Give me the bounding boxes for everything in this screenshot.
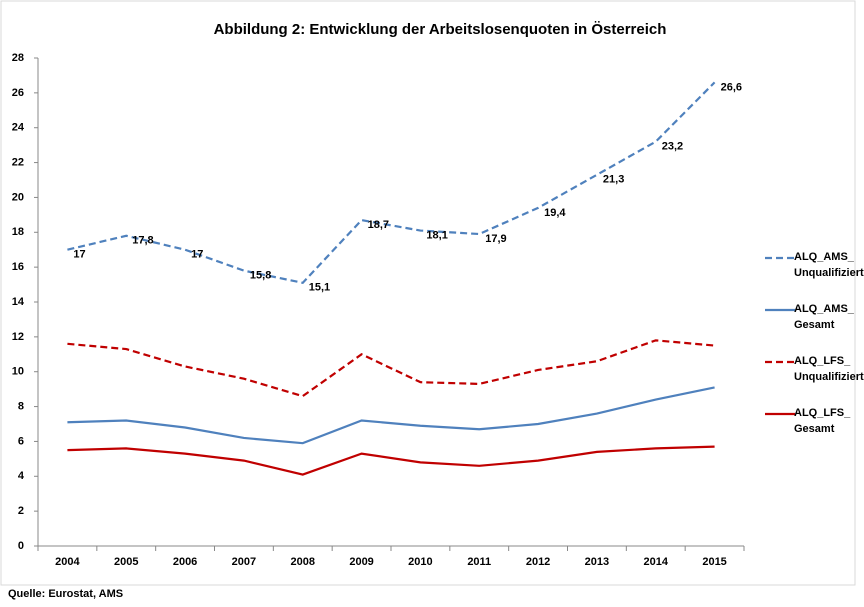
x-tick-label: 2008 [291,556,315,568]
data-label: 15,1 [309,282,330,294]
data-label: 18,7 [368,219,389,231]
y-tick-label: 24 [12,122,25,134]
x-tick-label: 2005 [114,556,138,568]
data-label: 19,4 [544,207,566,219]
x-tick-label: 2014 [644,556,669,568]
x-tick-label: 2004 [55,556,80,568]
y-tick-label: 18 [12,226,24,238]
legend-label: ALQ_AMS_ Gesamt [794,303,854,331]
data-label: 17,8 [132,235,153,247]
x-tick-label: 2011 [467,556,491,568]
data-label: 23,2 [662,141,683,153]
y-tick-label: 10 [12,366,24,378]
x-tick-label: 2013 [585,556,609,568]
x-tick-label: 2007 [232,556,256,568]
y-tick-label: 12 [12,331,24,343]
x-tick-label: 2006 [173,556,197,568]
legend-entry: ALQ_LFS_ Gesamt [794,407,851,435]
legend-entry: ALQ_AMS_ Gesamt [794,303,854,331]
y-tick-label: 26 [12,87,24,99]
data-label: 17 [73,249,85,261]
x-tick-label: 2009 [349,556,373,568]
y-tick-label: 6 [18,435,24,447]
y-tick-label: 22 [12,156,24,168]
series-line [67,386,715,445]
data-label: 17,9 [485,233,506,245]
chart-frame [0,0,856,586]
legend-entry: ALQ_AMS_ Unqualifiziert [794,251,864,279]
legend-label: ALQ_LFS_ Gesamt [794,407,851,435]
y-tick-label: 0 [18,540,24,552]
x-tick-label: 2015 [702,556,726,568]
y-tick-label: 16 [12,261,24,273]
series-line [67,445,715,476]
series-line [67,81,716,285]
legend-label: ALQ_AMS_ Unqualifiziert [794,251,864,279]
chart-title: Abbildung 2: Entwicklung der Arbeitslose… [214,21,667,38]
data-label: 21,3 [603,174,624,186]
legend-entry: ALQ_LFS_ Unqualifiziert [794,355,864,383]
data-label: 26,6 [721,81,742,93]
y-tick-label: 4 [18,470,25,482]
x-tick-label: 2010 [408,556,432,568]
x-tick-label: 2012 [526,556,550,568]
data-label: 17 [191,249,203,261]
data-label: 18,1 [426,229,447,241]
legend-label: ALQ_LFS_ Unqualifiziert [794,355,864,383]
y-tick-label: 14 [12,296,25,308]
y-tick-label: 8 [18,400,24,412]
data-label: 15,8 [250,270,271,282]
series-line [67,339,715,398]
y-tick-label: 28 [12,52,24,64]
source-note: Quelle: Eurostat, AMS [8,588,123,600]
y-tick-label: 20 [12,191,24,203]
y-tick-label: 2 [18,505,24,517]
